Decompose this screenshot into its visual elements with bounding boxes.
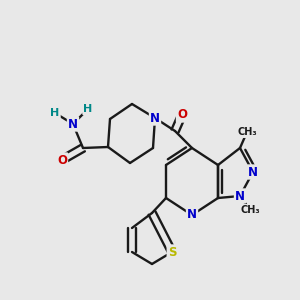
Text: O: O	[57, 154, 67, 166]
Text: O: O	[177, 109, 187, 122]
Text: CH₃: CH₃	[237, 127, 257, 137]
Text: N: N	[68, 118, 78, 130]
Text: H: H	[83, 104, 93, 114]
Text: S: S	[168, 245, 176, 259]
Text: H: H	[50, 108, 60, 118]
Text: N: N	[150, 112, 160, 124]
Text: N: N	[235, 190, 245, 202]
Text: N: N	[187, 208, 197, 221]
Text: N: N	[248, 166, 258, 178]
Text: CH₃: CH₃	[240, 205, 260, 215]
